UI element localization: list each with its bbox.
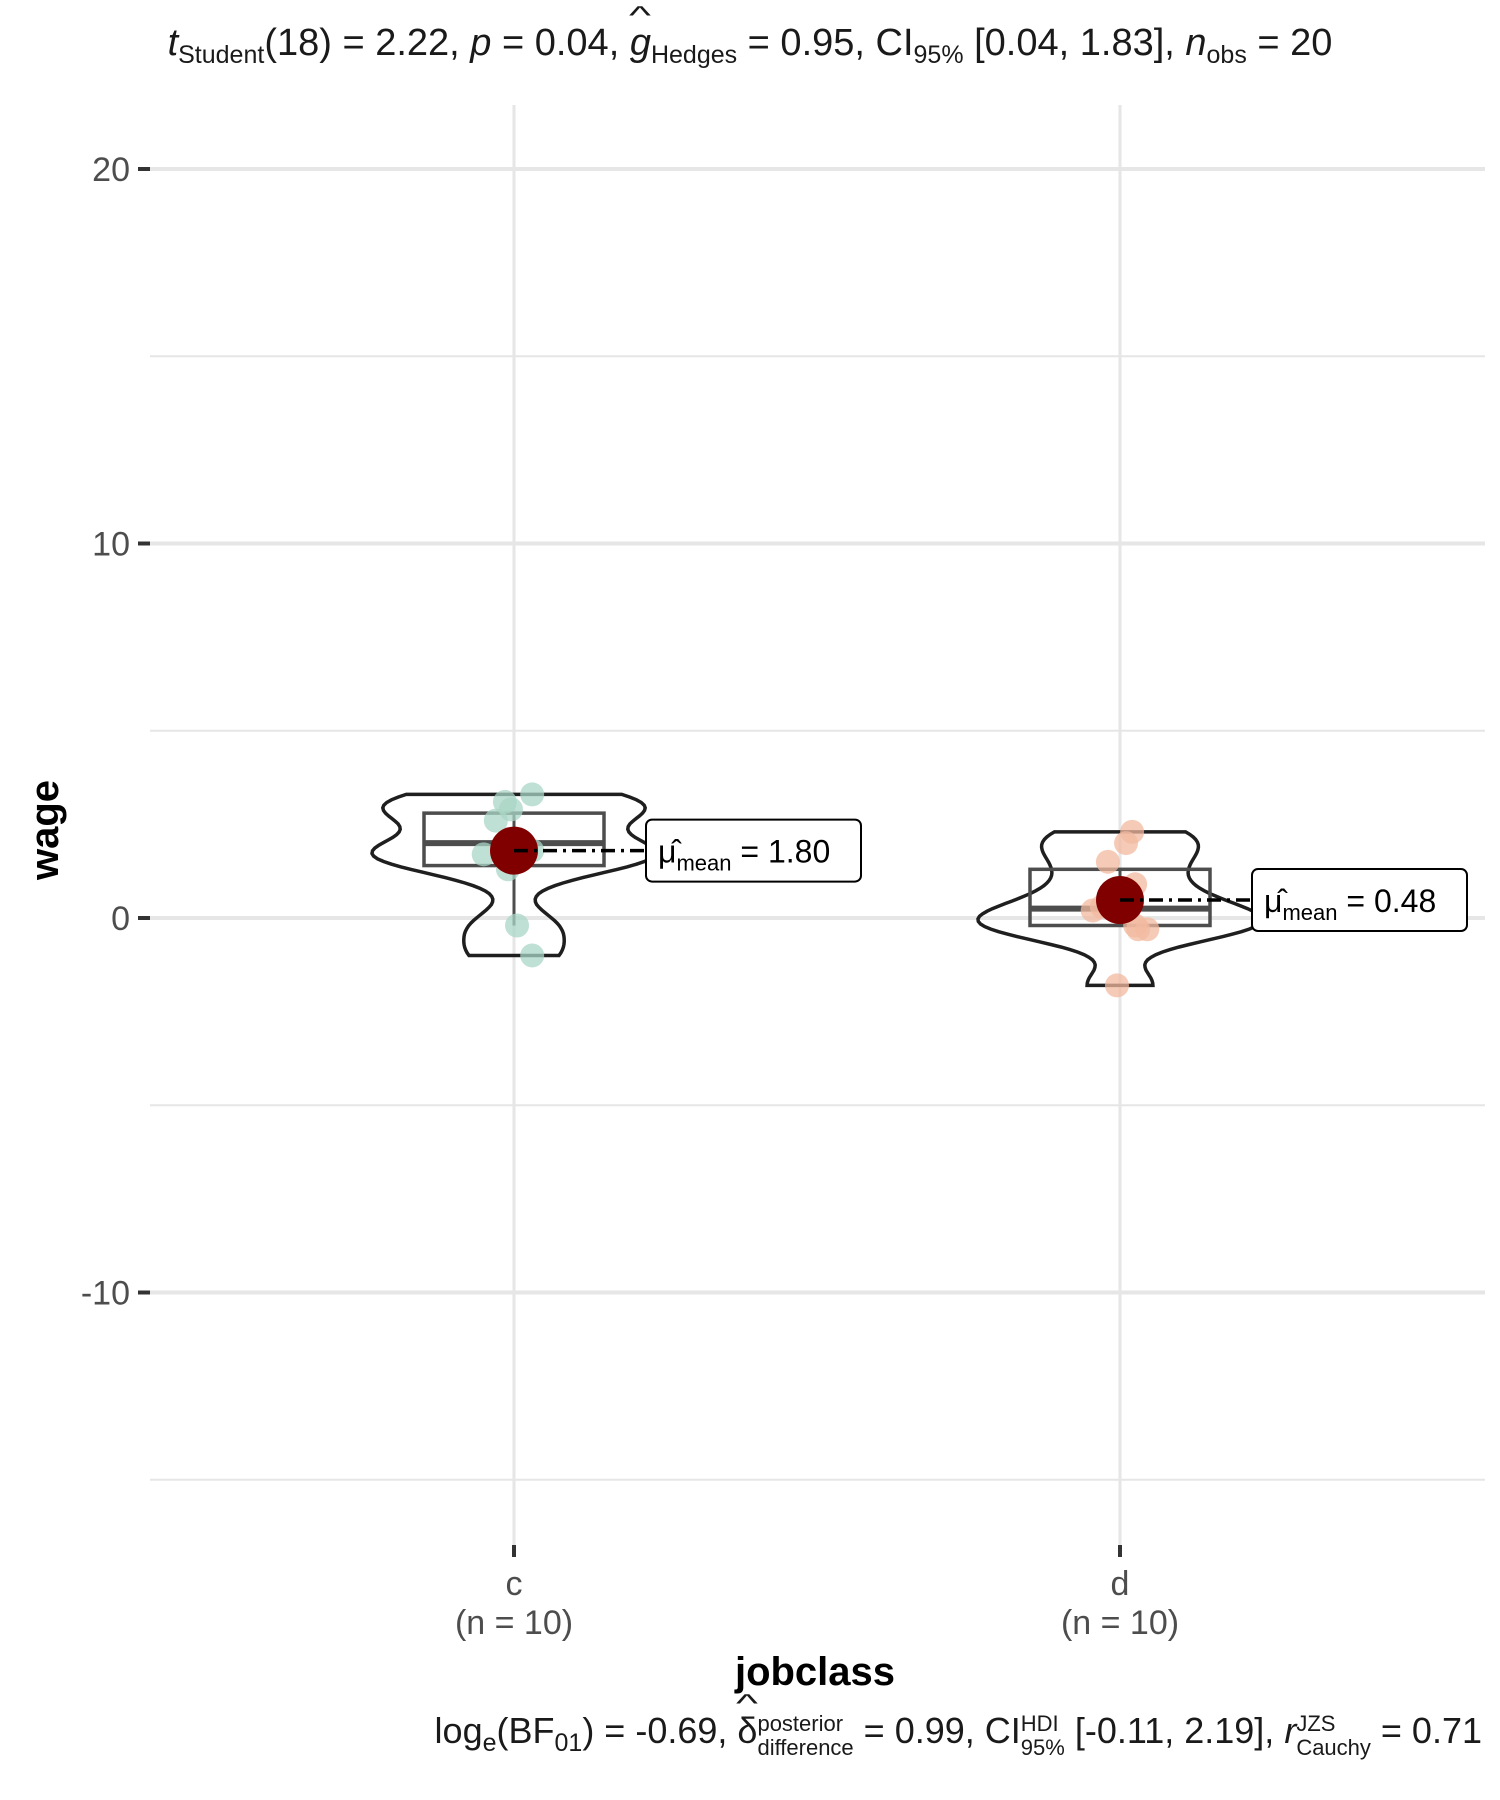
- title-n-value: = 20: [1246, 22, 1333, 64]
- mean-label-box-d: [1251, 868, 1468, 933]
- x-tick-label-c: c: [506, 1565, 523, 1603]
- data-marks: μ̂mean = 1.80μ̂mean = 0.48: [370, 782, 1468, 998]
- caption-hdi-subscript: 95%: [1020, 1735, 1065, 1760]
- chart-title: tStudent(18) = 2.22, p = 0.04, gHedges =…: [0, 22, 1500, 70]
- title-p-value: = 0.04,: [491, 22, 620, 64]
- caption-bf-subscript: 01: [554, 1729, 583, 1757]
- y-tick-label: 0: [111, 900, 130, 938]
- data-point-d: [1126, 917, 1151, 942]
- title-ci-subscript: 95%: [913, 41, 964, 69]
- caption-bf: (BF: [496, 1710, 555, 1751]
- mean-value: = 0.48: [1337, 883, 1436, 919]
- title-ci-value: [0.04, 1.83],: [963, 22, 1175, 64]
- caption-hdi-scripts: HDI 95%: [1021, 1712, 1065, 1760]
- mean-label-box-c: [645, 818, 862, 883]
- box-d: [1028, 867, 1212, 928]
- y-axis-label: wage: [23, 780, 67, 881]
- data-point-c: [483, 808, 508, 833]
- mean-label-c: μ̂mean = 1.80: [658, 834, 830, 876]
- caption-delta-scripts: posterior difference: [757, 1712, 853, 1760]
- caption-r-scripts: JZS Cauchy: [1296, 1712, 1371, 1760]
- title-t-symbol: t: [167, 22, 179, 64]
- chart-caption: loge(BF01) = -0.69, δposteriordifference…: [435, 1710, 1482, 1760]
- data-point-d: [1095, 849, 1120, 874]
- data-point-c: [520, 782, 545, 807]
- title-g-symbol: g: [630, 22, 651, 65]
- violin-c: [370, 792, 658, 958]
- data-point-d: [1114, 831, 1139, 856]
- x-tick-count-c: (n = 10): [455, 1604, 573, 1642]
- title-n-subscript: obs: [1206, 41, 1247, 69]
- caption-delta-superscript: posterior: [757, 1711, 844, 1736]
- data-point-c: [471, 842, 496, 867]
- y-tick-label: 20: [92, 151, 130, 189]
- data-point-d: [1104, 973, 1129, 998]
- x-tick-label-d: d: [1111, 1565, 1130, 1603]
- caption-delta-subscript: difference: [757, 1735, 854, 1760]
- caption-delta-value: = 0.99, CI: [853, 1710, 1021, 1751]
- title-g-value: = 0.95, CI: [737, 22, 914, 64]
- mean-subscript: mean: [676, 851, 731, 876]
- caption-delta-symbol: δ: [737, 1710, 757, 1752]
- caption-bf-value: ) = -0.69,: [582, 1710, 728, 1751]
- x-tick-count-d: (n = 10): [1061, 1604, 1179, 1642]
- data-point-c: [505, 913, 530, 938]
- mean-subscript: mean: [1282, 900, 1337, 925]
- caption-log: log: [434, 1710, 483, 1751]
- caption-hdi-value: [-0.11, 2.19],: [1064, 1710, 1275, 1751]
- x-axis-label: jobclass: [734, 1650, 895, 1694]
- y-tick-label: -10: [81, 1275, 130, 1313]
- caption-hdi-superscript: HDI: [1020, 1711, 1059, 1736]
- title-p-symbol: p: [470, 22, 492, 64]
- caption-r-subscript: Cauchy: [1296, 1735, 1371, 1760]
- title-t-subscript: Student: [178, 41, 265, 69]
- caption-r-value: = 0.71: [1370, 1710, 1482, 1751]
- y-tick-label: 10: [92, 526, 130, 564]
- title-g-subscript: Hedges: [650, 41, 738, 69]
- caption-r-symbol: r: [1284, 1710, 1297, 1751]
- caption-log-subscript: e: [482, 1729, 497, 1757]
- title-df: (18) = 2.22,: [264, 22, 460, 64]
- violin-d: [976, 830, 1264, 988]
- caption-r-superscript: JZS: [1296, 1711, 1336, 1736]
- title-n-symbol: n: [1185, 22, 1207, 64]
- data-point-c: [520, 943, 545, 968]
- mean-value: = 1.80: [731, 834, 830, 870]
